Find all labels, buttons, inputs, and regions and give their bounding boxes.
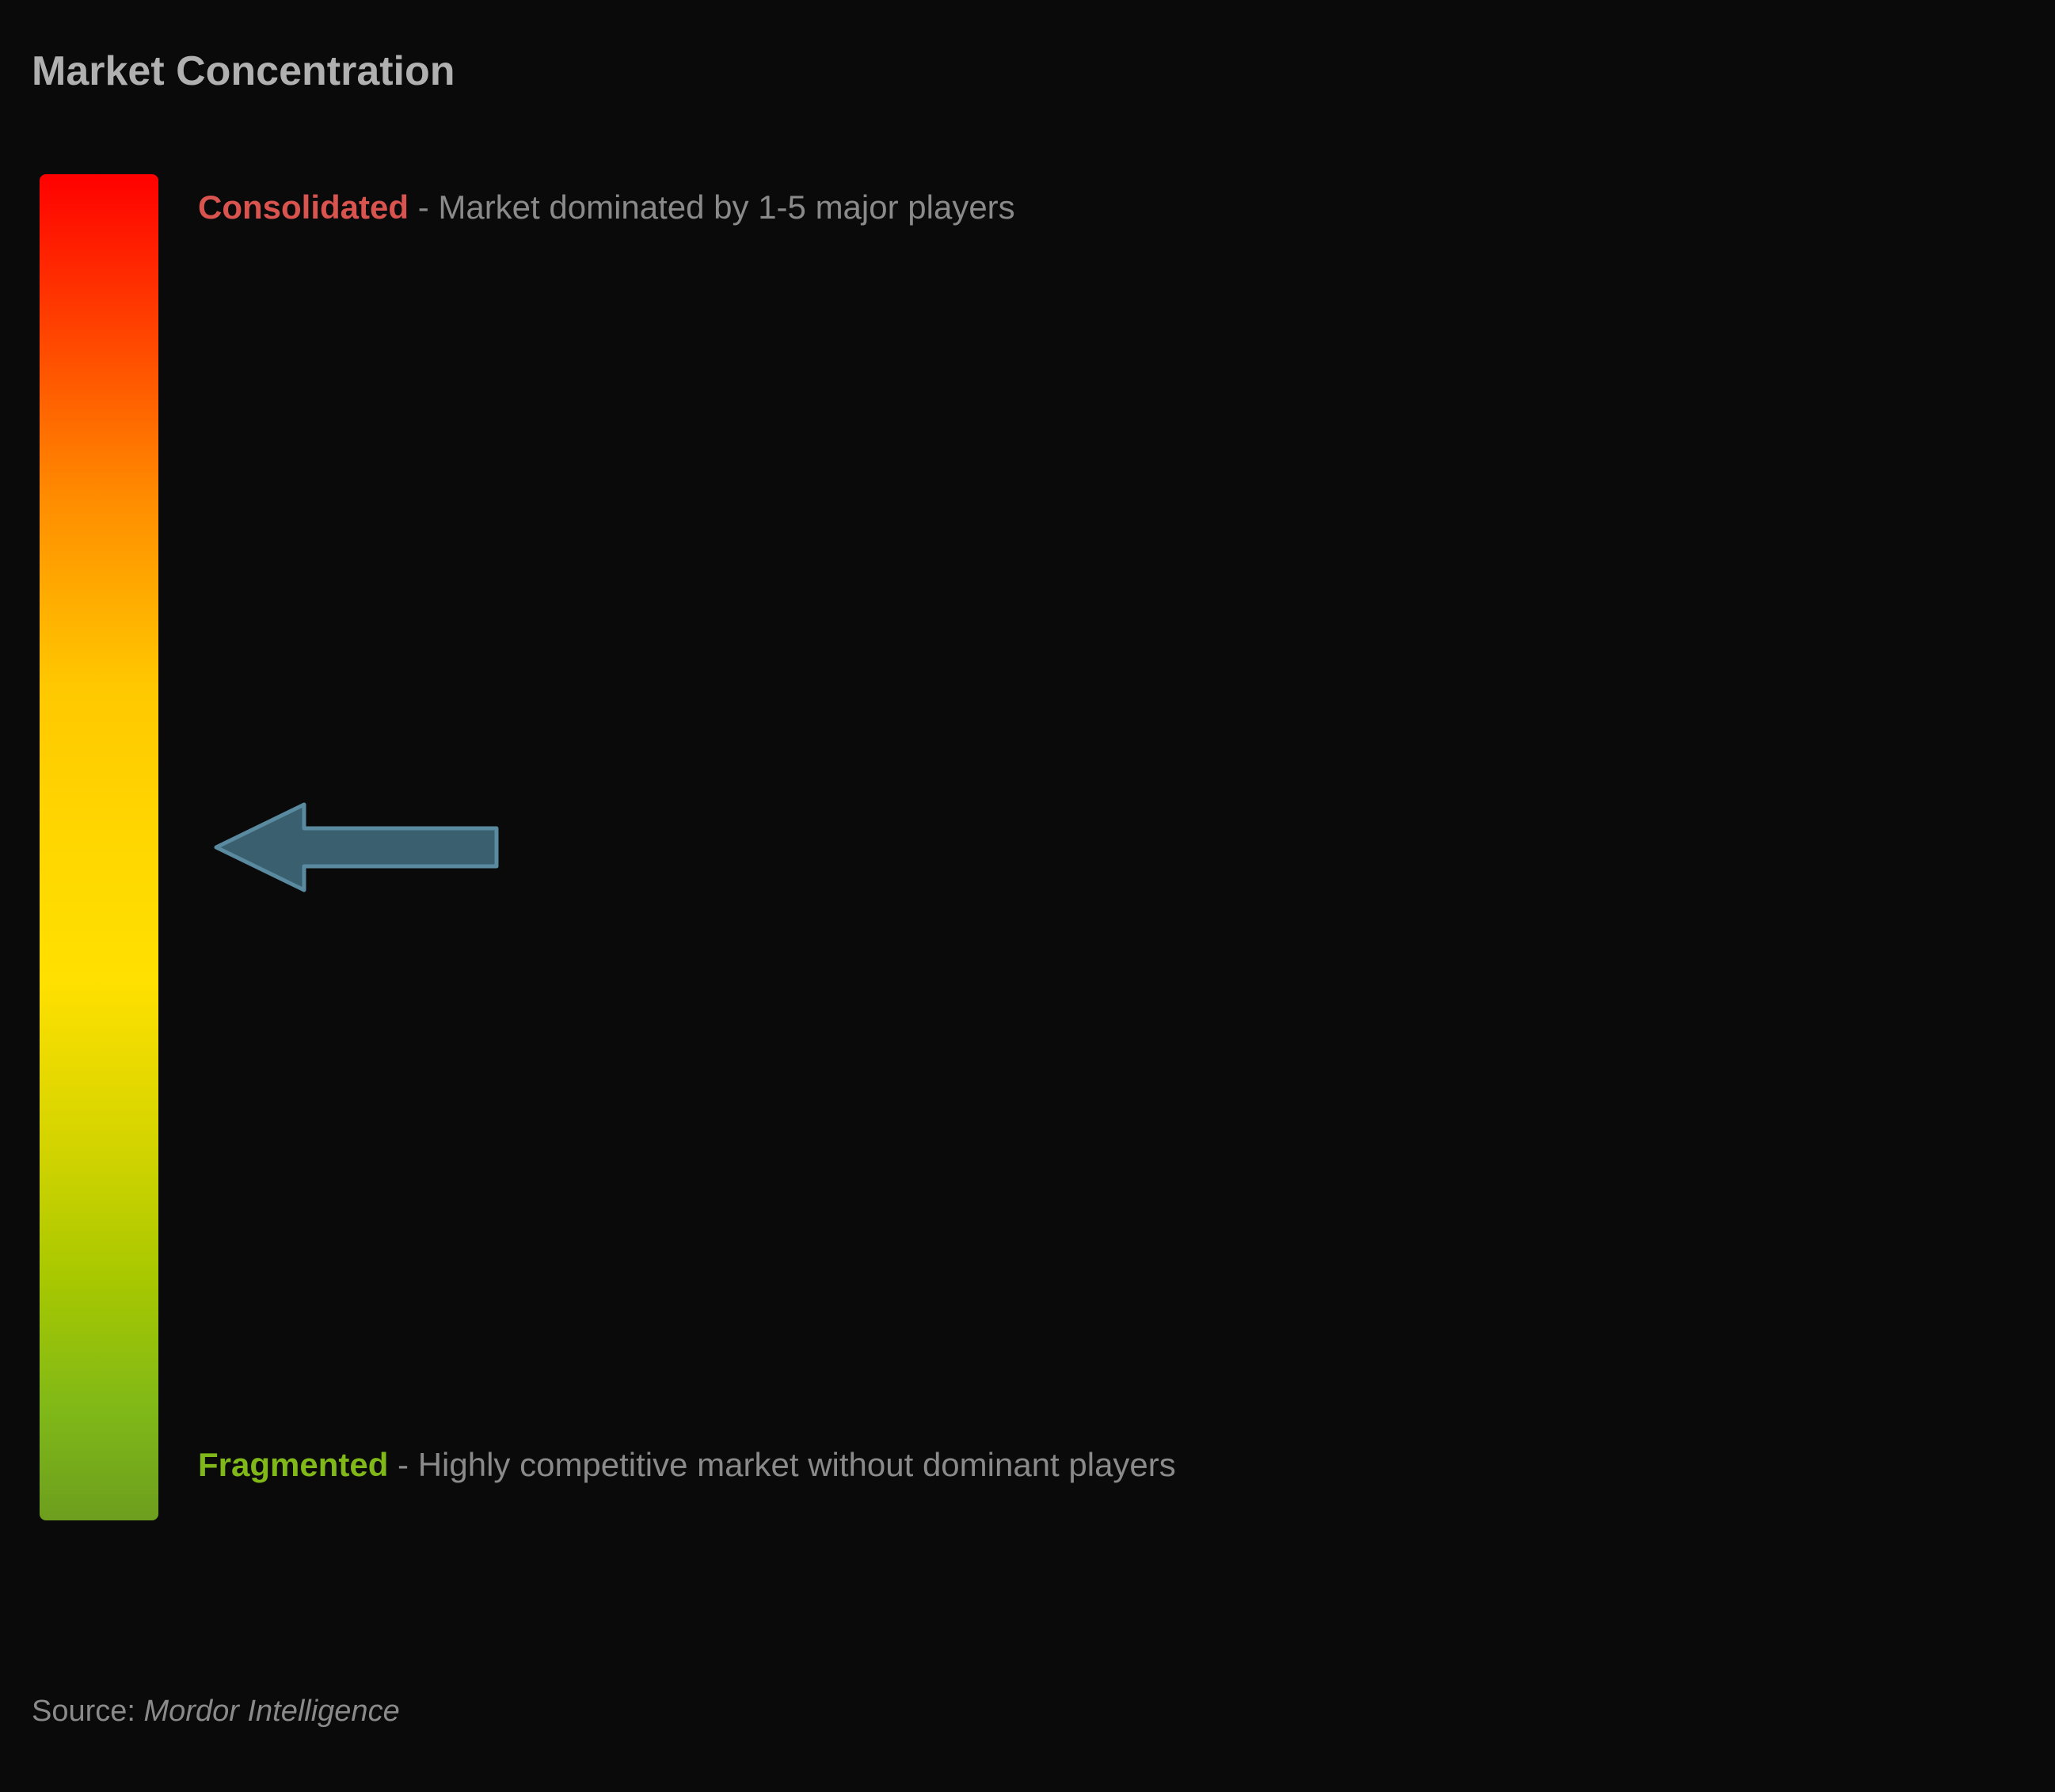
consolidated-label: Consolidated - Market dominated by 1-5 m… xyxy=(198,182,1015,232)
fragmented-description: - Highly competitive market without domi… xyxy=(398,1446,1176,1483)
position-arrow-icon xyxy=(214,800,499,895)
fragmented-label: Fragmented - Highly competitive market w… xyxy=(198,1433,1176,1497)
source-value: Mordor Intelligence xyxy=(144,1695,400,1728)
consolidated-highlight: Consolidated xyxy=(198,188,409,226)
labels-column: Consolidated - Market dominated by 1-5 m… xyxy=(198,174,2023,1520)
content-area: Consolidated - Market dominated by 1-5 m… xyxy=(40,174,2023,1520)
chart-title: Market Concentration xyxy=(32,48,2023,95)
chart-container: Market Concentration Consolidated - Mark… xyxy=(0,0,2055,1792)
concentration-gradient-bar xyxy=(40,174,158,1520)
source-attribution: Source: Mordor Intelligence xyxy=(32,1695,400,1729)
arrow-svg xyxy=(214,800,499,895)
source-label: Source: xyxy=(32,1695,144,1728)
fragmented-highlight: Fragmented xyxy=(198,1446,388,1483)
consolidated-description: - Market dominated by 1-5 major players xyxy=(418,188,1015,226)
